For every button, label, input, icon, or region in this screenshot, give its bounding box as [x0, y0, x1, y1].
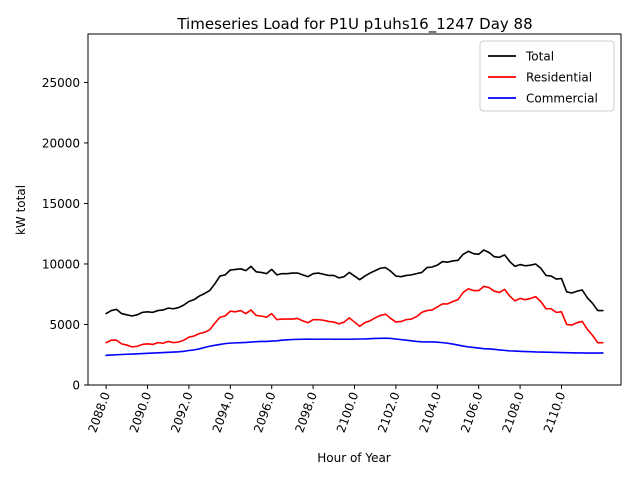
series-line-residential [105, 285, 604, 348]
y-tick-label: 0 [72, 379, 80, 393]
y-tick-label: 15000 [42, 197, 80, 211]
y-axis-label: kW total [14, 185, 28, 235]
legend-box [479, 40, 615, 112]
y-tick-label: 10000 [42, 257, 80, 271]
chart-title: Timeseries Load for P1U p1uhs16_1247 Day… [176, 15, 532, 34]
legend-label-total: Total [525, 50, 554, 64]
y-tick-label: 20000 [42, 136, 80, 150]
x-axis-label: Hour of Year [317, 451, 391, 465]
series-line-total [105, 249, 604, 317]
series-layer [105, 249, 604, 357]
legend-label-commercial: Commercial [526, 92, 598, 106]
legend: Total Residential Commercial [479, 40, 615, 112]
series-line-commercial [105, 337, 604, 357]
y-tick-label: 25000 [42, 76, 80, 90]
legend-label-residential: Residential [526, 71, 592, 85]
y-tick-label: 5000 [49, 318, 80, 332]
